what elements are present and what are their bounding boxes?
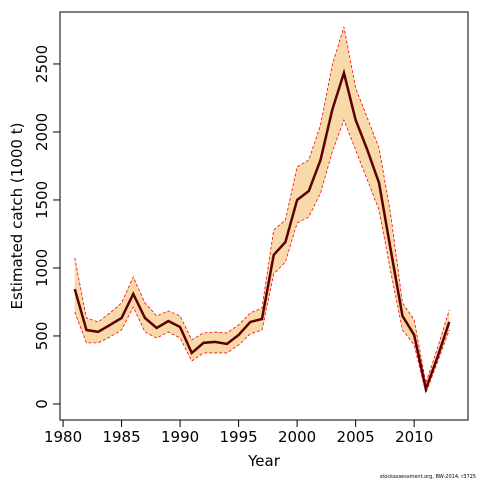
footnote: stockassessment.org, BW-2014, r3725 bbox=[380, 474, 476, 480]
y-axis-label: Estimated catch (1000 t) bbox=[8, 123, 26, 310]
y-tick-label: 2500 bbox=[33, 45, 51, 83]
y-tick-label: 2000 bbox=[33, 113, 51, 151]
x-tick-label: 2005 bbox=[337, 428, 375, 446]
confidence-band bbox=[74, 26, 450, 393]
estimate-line bbox=[73, 68, 451, 394]
x-tick-label: 1995 bbox=[220, 428, 258, 446]
y-tick-label: 0 bbox=[33, 399, 51, 409]
y-tick-label: 500 bbox=[33, 322, 51, 351]
plot-frame bbox=[59, 11, 469, 421]
x-tick-label: 1980 bbox=[44, 428, 82, 446]
bound-line bbox=[74, 26, 450, 384]
y-tick-label: 1500 bbox=[33, 181, 51, 219]
x-tick-label: 2010 bbox=[395, 428, 433, 446]
bound-line bbox=[74, 118, 450, 395]
x-tick-label: 2000 bbox=[278, 428, 316, 446]
x-tick-label: 1990 bbox=[161, 428, 199, 446]
x-tick-label: 1985 bbox=[102, 428, 140, 446]
x-axis-label: Year bbox=[247, 452, 281, 470]
y-tick-label: 1000 bbox=[33, 249, 51, 287]
